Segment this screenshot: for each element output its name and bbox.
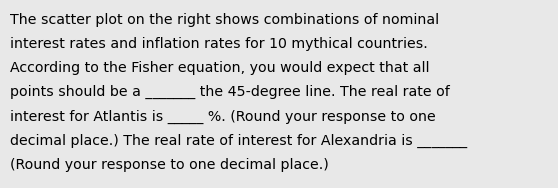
Text: interest rates and inflation rates for 10 mythical countries.: interest rates and inflation rates for 1… [10,37,428,51]
Text: The scatter plot on the right shows combinations of nominal: The scatter plot on the right shows comb… [10,13,439,27]
Text: points should be a _______ the 45-degree line. The real rate of: points should be a _______ the 45-degree… [10,85,450,99]
Text: (Round your response to one decimal place.): (Round your response to one decimal plac… [10,158,329,171]
Text: interest for Atlantis is _____ %. (Round your response to one: interest for Atlantis is _____ %. (Round… [10,109,436,124]
Text: According to the Fisher equation, you would expect that all: According to the Fisher equation, you wo… [10,61,430,75]
Text: decimal place.) The real rate of interest for Alexandria is _______: decimal place.) The real rate of interes… [10,133,467,148]
